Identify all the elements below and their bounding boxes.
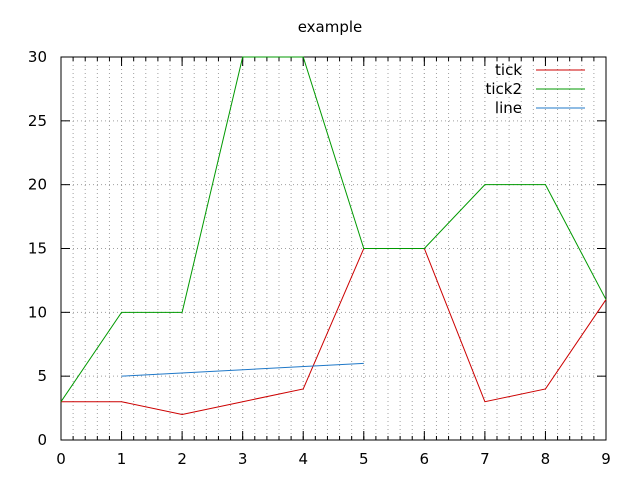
legend-label-line: line	[495, 99, 522, 117]
y-tick-label: 30	[28, 48, 47, 66]
x-tick-label: 1	[117, 450, 127, 468]
legend-label-tick: tick	[495, 61, 522, 79]
x-tick-label: 4	[298, 450, 308, 468]
x-tick-label: 0	[56, 450, 66, 468]
y-tick-label: 0	[37, 431, 47, 449]
x-tick-label: 6	[420, 450, 430, 468]
y-tick-label: 25	[28, 112, 47, 130]
y-tick-label: 15	[28, 240, 47, 258]
series-lines	[60, 56, 607, 415]
chart-title: example	[298, 18, 363, 36]
y-tick-label: 10	[28, 303, 47, 321]
axis-ticks: 0 5 10 15 20 25 30 0 1 2 3 4 5 6 7 8 9	[28, 48, 611, 468]
y-tick-label: 5	[37, 367, 47, 385]
x-tick-label: 5	[359, 450, 369, 468]
x-tick-label: 8	[541, 450, 551, 468]
x-tick-label: 2	[177, 450, 187, 468]
y-tick-label: 20	[28, 176, 47, 194]
legend-label-tick2: tick2	[485, 80, 522, 98]
x-tick-label: 3	[238, 450, 248, 468]
series-line-tick	[61, 248, 607, 415]
series-line-tick2	[60, 56, 607, 402]
grid	[61, 57, 606, 440]
x-tick-label: 9	[601, 450, 611, 468]
series-line-line	[121, 362, 364, 377]
x-tick-label: 7	[480, 450, 490, 468]
